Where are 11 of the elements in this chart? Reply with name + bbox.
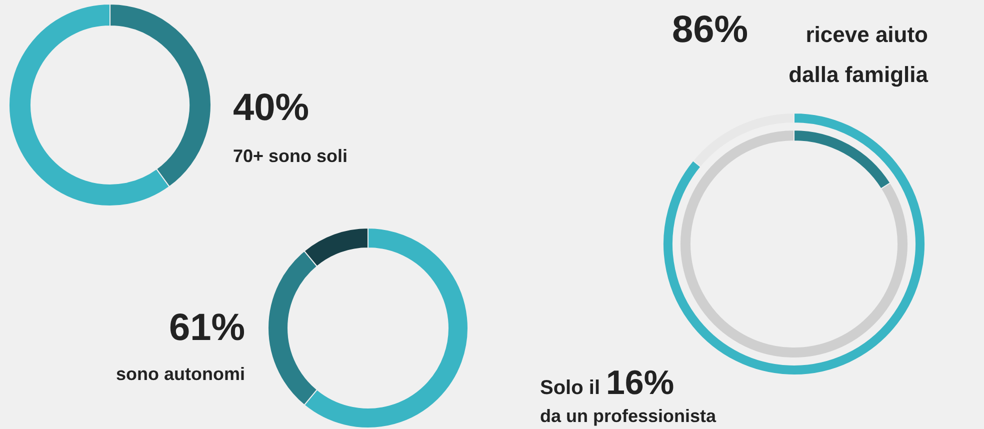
donut-slice: [680, 130, 908, 358]
text: 86%: [672, 9, 748, 51]
text: dalla famiglia: [788, 62, 929, 87]
text: riceve aiuto: [806, 22, 928, 47]
text: sono autonomi: [116, 364, 245, 384]
text: da un professionista: [540, 406, 718, 426]
text: 16%: [606, 364, 674, 402]
text: 40%: [233, 87, 310, 129]
text: 61%: [168, 307, 245, 349]
text: 70+ sono soli: [233, 146, 348, 166]
text: Solo il: [540, 377, 600, 399]
